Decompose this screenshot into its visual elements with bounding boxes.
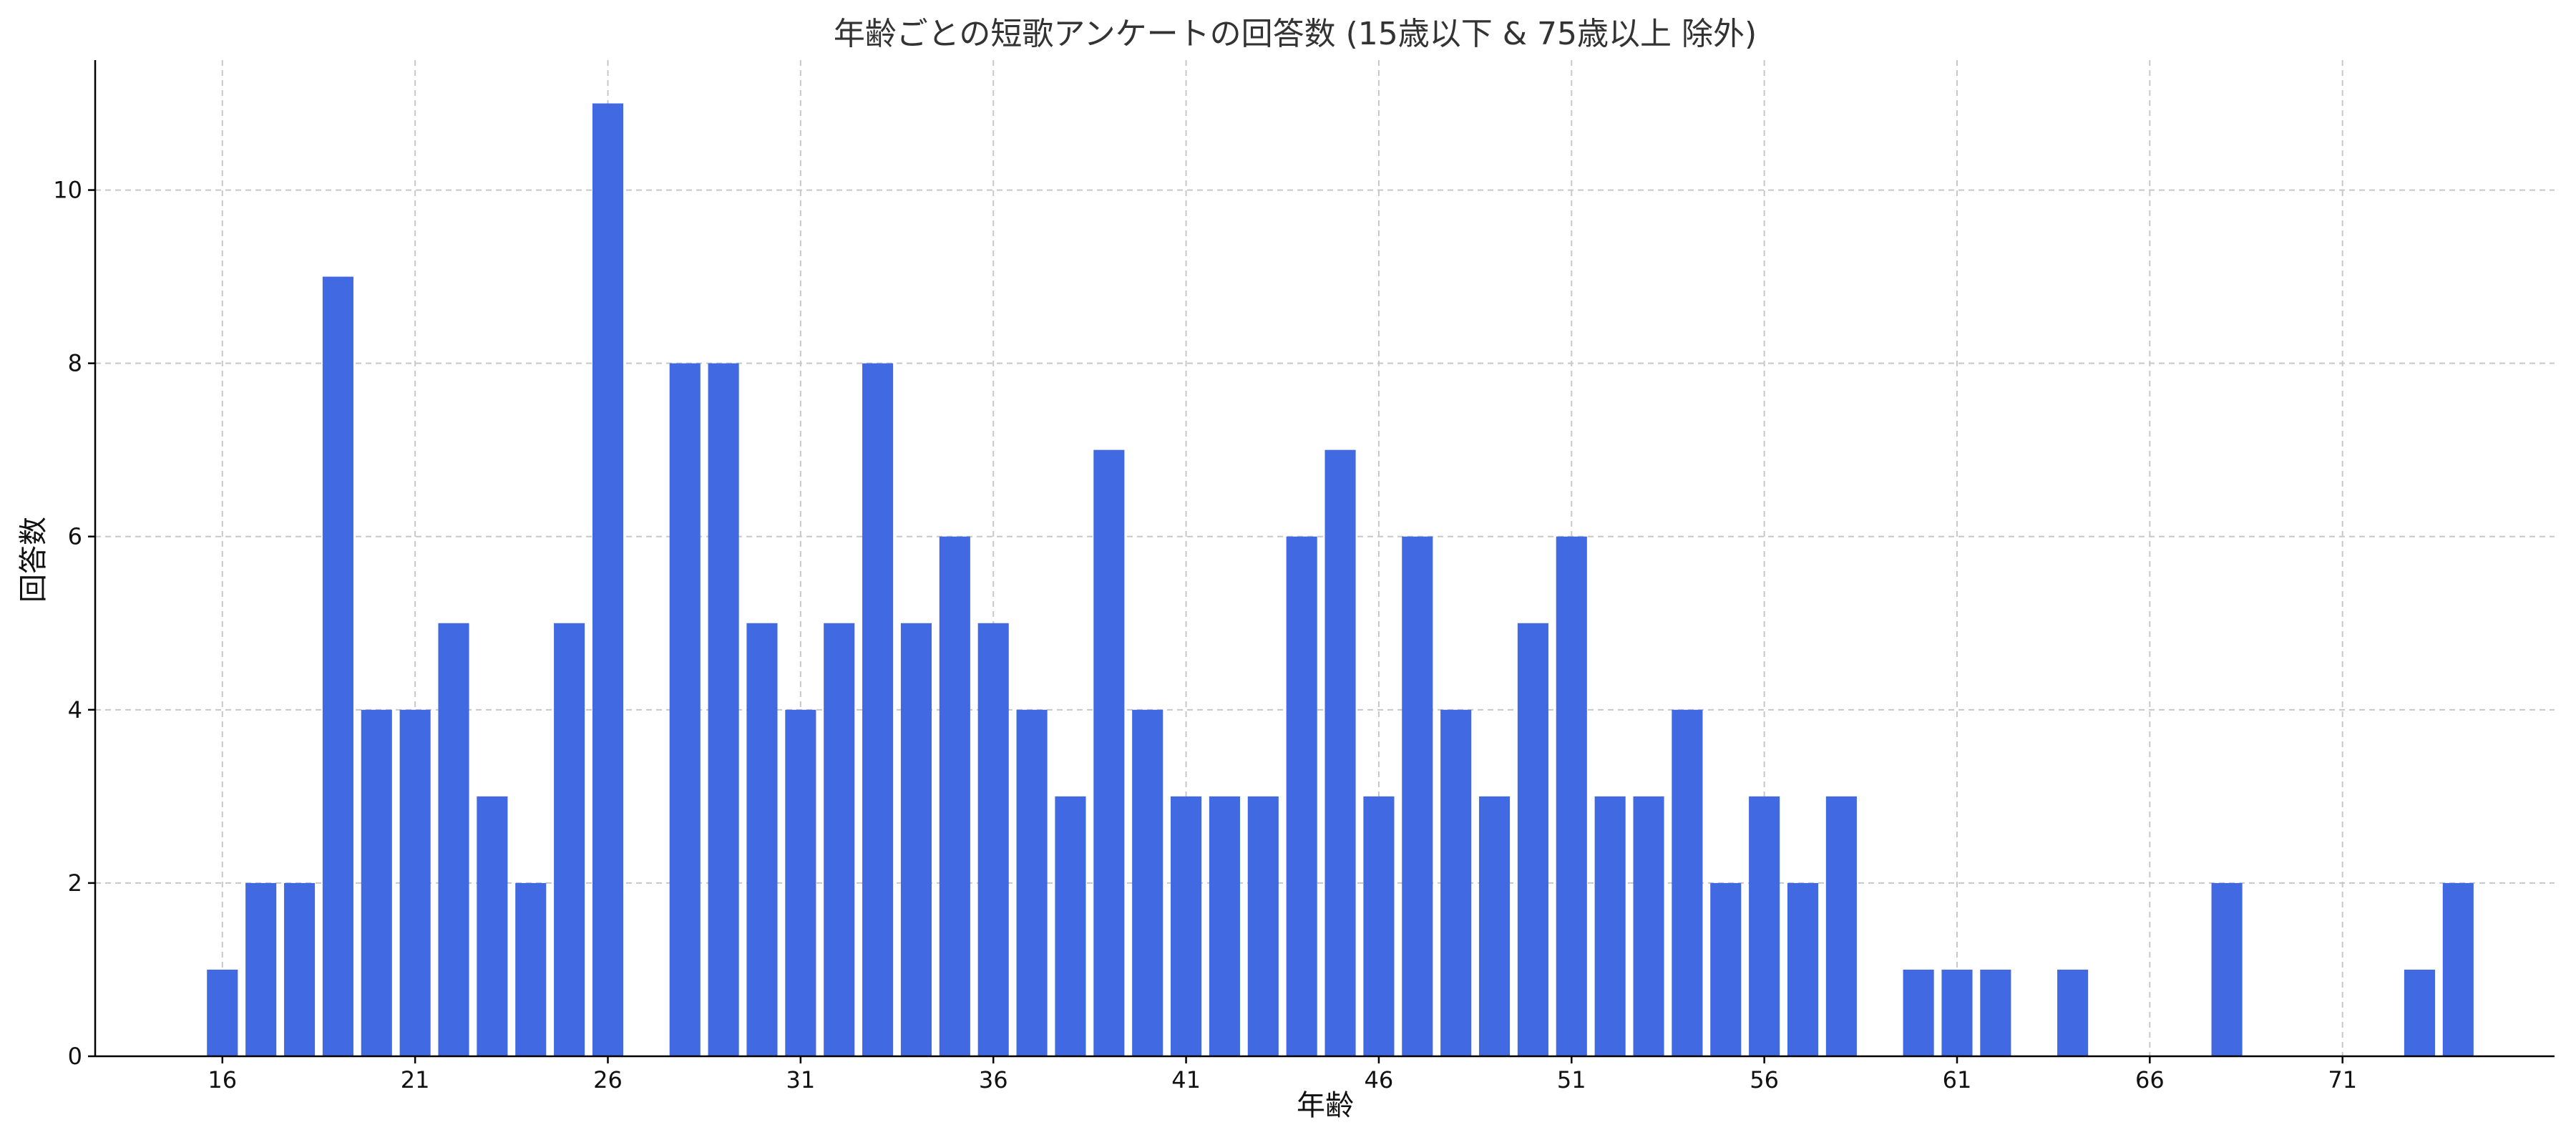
bar-age-57 bbox=[1787, 882, 1819, 1056]
bar-age-49 bbox=[1478, 796, 1511, 1056]
bar-age-42 bbox=[1209, 796, 1240, 1056]
bar-age-29 bbox=[708, 363, 739, 1056]
bar-age-43 bbox=[1247, 796, 1279, 1056]
bar-age-22 bbox=[438, 623, 469, 1056]
bar-age-62 bbox=[1980, 969, 2011, 1056]
y-tick-label: 2 bbox=[68, 869, 82, 897]
bar-age-64 bbox=[2057, 969, 2089, 1056]
bar-age-23 bbox=[477, 796, 508, 1056]
chart-title: 年齢ごとの短歌アンケートの回答数 (15歳以下 & 75歳以上 除外) bbox=[834, 16, 1757, 52]
x-tick-label: 56 bbox=[1750, 1066, 1779, 1093]
bar-age-47 bbox=[1402, 536, 1433, 1056]
bar-age-48 bbox=[1440, 709, 1472, 1056]
y-tick-label: 6 bbox=[68, 523, 82, 550]
bar-age-58 bbox=[1825, 796, 1857, 1056]
bar-age-60 bbox=[1903, 969, 1934, 1056]
bar-age-28 bbox=[669, 363, 701, 1056]
bar-age-19 bbox=[322, 276, 353, 1057]
bar-age-53 bbox=[1633, 796, 1664, 1056]
x-tick-label: 41 bbox=[1171, 1066, 1201, 1093]
bar-age-21 bbox=[399, 709, 431, 1056]
x-tick-label: 66 bbox=[2135, 1066, 2165, 1093]
bar-age-39 bbox=[1093, 449, 1125, 1056]
bar-age-51 bbox=[1556, 536, 1587, 1056]
x-tick-label: 71 bbox=[2328, 1066, 2357, 1093]
bar-age-38 bbox=[1055, 796, 1086, 1056]
y-tick-label: 8 bbox=[68, 350, 82, 377]
bar-age-33 bbox=[862, 363, 894, 1056]
bar-age-25 bbox=[554, 623, 585, 1056]
bar-age-61 bbox=[1941, 969, 1973, 1056]
y-tick-label: 0 bbox=[68, 1043, 82, 1070]
bar-age-16 bbox=[207, 969, 238, 1056]
x-tick-label: 21 bbox=[401, 1066, 430, 1093]
y-axis-label: 回答数 bbox=[17, 517, 50, 603]
bar-age-20 bbox=[361, 709, 392, 1056]
x-tick-label: 51 bbox=[1557, 1066, 1586, 1093]
bar-age-50 bbox=[1517, 623, 1548, 1056]
bar-age-56 bbox=[1749, 796, 1780, 1056]
bar-age-37 bbox=[1016, 709, 1048, 1056]
bar-age-17 bbox=[245, 882, 277, 1056]
bar-age-41 bbox=[1171, 796, 1202, 1056]
bar-age-55 bbox=[1710, 882, 1742, 1056]
y-tick-label: 10 bbox=[53, 177, 82, 204]
x-tick-label: 46 bbox=[1365, 1066, 1394, 1093]
bar-age-68 bbox=[2211, 882, 2243, 1056]
y-axis-ticks: 0 2 4 6 8 10 bbox=[53, 177, 95, 1070]
bar-age-74 bbox=[2442, 882, 2474, 1056]
axes bbox=[94, 60, 2555, 1058]
bar-age-36 bbox=[977, 623, 1009, 1056]
x-tick-label: 26 bbox=[593, 1066, 623, 1093]
bar-age-31 bbox=[785, 709, 816, 1056]
bars bbox=[207, 103, 2474, 1057]
bar-age-32 bbox=[824, 623, 855, 1056]
bar-age-26 bbox=[592, 103, 624, 1057]
bar-age-46 bbox=[1363, 796, 1395, 1056]
bar-age-73 bbox=[2404, 969, 2435, 1056]
bar-age-40 bbox=[1132, 709, 1163, 1056]
bar-age-44 bbox=[1286, 536, 1317, 1056]
bar-age-30 bbox=[746, 623, 778, 1056]
bar-age-52 bbox=[1594, 796, 1626, 1056]
x-tick-label: 61 bbox=[1943, 1066, 1972, 1093]
y-tick-label: 4 bbox=[68, 696, 82, 723]
x-axis-ticks: 16 21 26 31 36 41 46 51 56 61 66 71 bbox=[208, 1056, 2357, 1093]
bar-age-18 bbox=[283, 882, 316, 1056]
bar-age-35 bbox=[939, 536, 970, 1056]
bar-age-54 bbox=[1672, 709, 1703, 1056]
bar-age-45 bbox=[1324, 449, 1356, 1056]
bar-age-24 bbox=[515, 882, 547, 1056]
x-axis-label: 年齢 bbox=[1297, 1089, 1354, 1122]
x-tick-label: 31 bbox=[786, 1066, 815, 1093]
x-tick-label: 16 bbox=[208, 1066, 237, 1093]
bar-age-34 bbox=[900, 623, 932, 1056]
x-tick-label: 36 bbox=[979, 1066, 1008, 1093]
